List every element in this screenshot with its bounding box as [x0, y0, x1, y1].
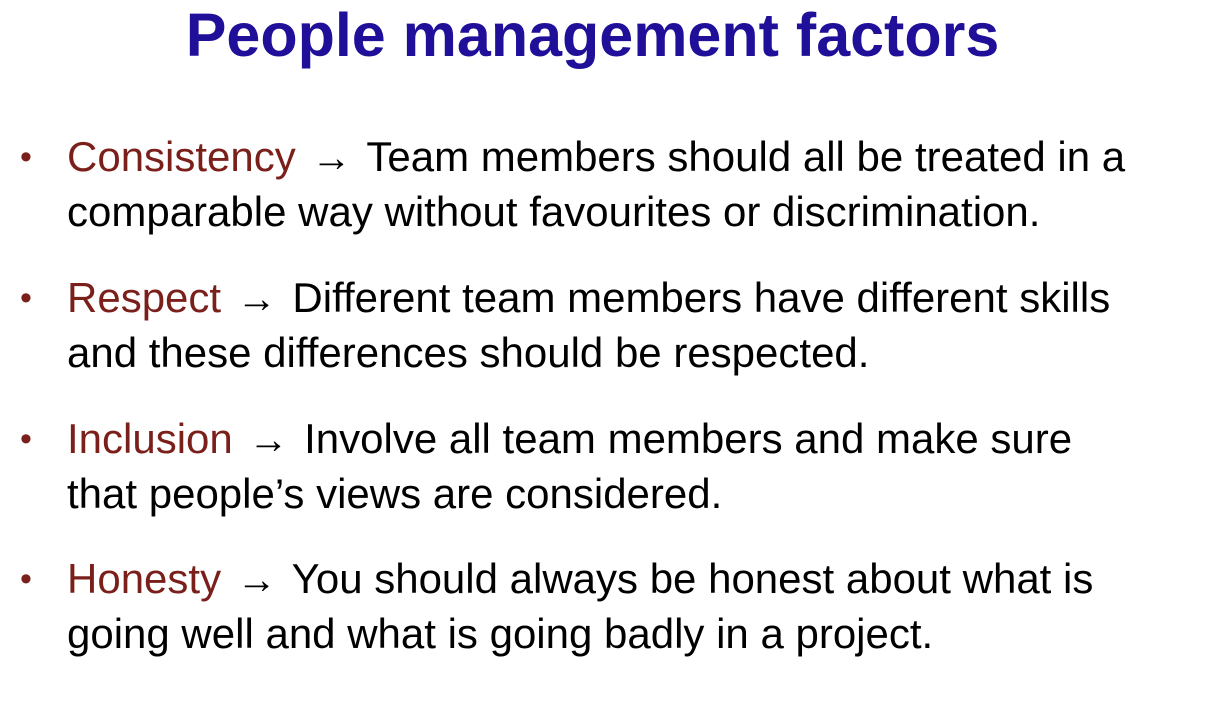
bullet-icon: • — [20, 560, 32, 598]
right-arrow-icon: → — [236, 558, 277, 602]
description-line-2: going well and what is going badly in a … — [67, 610, 934, 657]
description-line-2: comparable way without favourites or dis… — [67, 188, 1041, 235]
term-label: Inclusion — [67, 415, 233, 462]
bullet-icon: • — [20, 420, 32, 458]
description-line-1: Involve all team members and make sure — [304, 415, 1073, 462]
description-line-1: Different team members have different sk… — [292, 274, 1111, 321]
term-label: Consistency — [67, 133, 296, 180]
bullet-text: Honesty → You should always be honest ab… — [67, 552, 1217, 661]
bullet-text: Respect → Different team members have di… — [67, 271, 1217, 380]
bullet-icon: • — [20, 279, 32, 317]
bullet-line: Consistency → Team members should all be… — [67, 130, 1217, 185]
bullet-line: Inclusion → Involve all team members and… — [67, 412, 1217, 467]
description-line-1: Team members should all be treated in a — [366, 133, 1126, 180]
description-line-2: that people’s views are considered. — [67, 470, 723, 517]
bullet-text: Inclusion → Involve all team members and… — [67, 412, 1217, 521]
description-line-1: You should always be honest about what i… — [291, 555, 1094, 602]
term-label: Honesty — [67, 555, 222, 602]
bullet-line: Respect → Different team members have di… — [67, 271, 1217, 326]
slide-title: People management factors — [185, 1, 1000, 69]
right-arrow-icon: → — [311, 136, 352, 180]
description-line-2: and these differences should be respecte… — [67, 329, 870, 376]
right-arrow-icon: → — [236, 277, 277, 321]
bullet-line: Honesty → You should always be honest ab… — [67, 552, 1217, 607]
bullet-text: Consistency → Team members should all be… — [67, 130, 1217, 239]
bullet-icon: • — [20, 138, 32, 176]
term-label: Respect — [67, 274, 222, 321]
right-arrow-icon: → — [248, 418, 289, 462]
